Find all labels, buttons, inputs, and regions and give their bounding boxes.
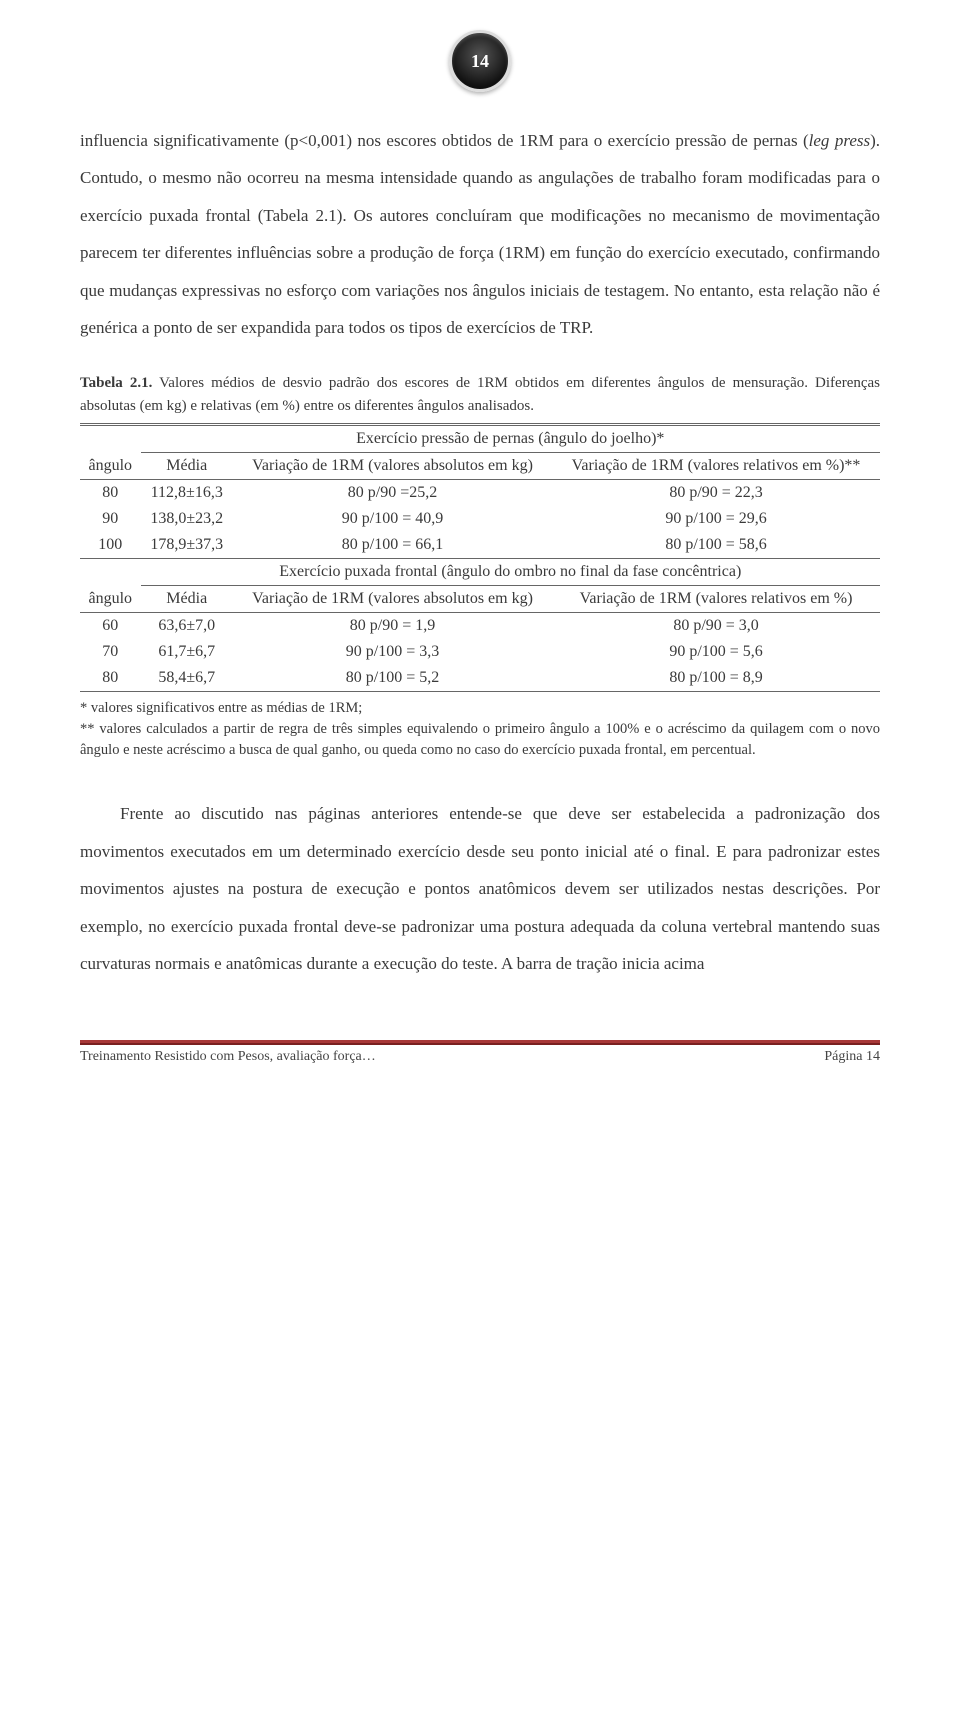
table-row: 80 112,8±16,3 80 p/90 =25,2 80 p/90 = 22…	[80, 480, 880, 507]
cell: 90 p/100 = 3,3	[233, 639, 552, 665]
cell: 138,0±23,2	[141, 506, 233, 532]
table-caption: Tabela 2.1. Valores médios de desvio pad…	[80, 372, 880, 417]
para1-italic: leg press	[809, 131, 870, 150]
cell: 58,4±6,7	[141, 665, 233, 692]
t2-h-media: Média	[141, 586, 233, 613]
table-row: 70 61,7±6,7 90 p/100 = 3,3 90 p/100 = 5,…	[80, 639, 880, 665]
table2-section-title: Exercício puxada frontal (ângulo do ombr…	[141, 559, 880, 586]
cell: 63,6±7,0	[141, 613, 233, 640]
caption-bold: Tabela 2.1.	[80, 375, 152, 391]
cell: 80 p/100 = 66,1	[233, 532, 552, 559]
cell: 90	[80, 506, 141, 532]
para1-a: influencia significativamente (p<0,001) …	[80, 131, 809, 150]
table1-section-title: Exercício pressão de pernas (ângulo do j…	[141, 425, 880, 453]
table-row: 60 63,6±7,0 80 p/90 = 1,9 80 p/90 = 3,0	[80, 613, 880, 640]
cell: 90 p/100 = 29,6	[552, 506, 880, 532]
cell: 90 p/100 = 40,9	[233, 506, 552, 532]
footnote-1: * valores significativos entre as médias…	[80, 698, 880, 719]
t1-h-angulo: ângulo	[80, 453, 141, 480]
cell: 90 p/100 = 5,6	[552, 639, 880, 665]
footer-left: Treinamento Resistido com Pesos, avaliaç…	[80, 1049, 376, 1065]
cell: 112,8±16,3	[141, 480, 233, 507]
cell: 178,9±37,3	[141, 532, 233, 559]
table-row: 100 178,9±37,3 80 p/100 = 66,1 80 p/100 …	[80, 532, 880, 559]
footer-right: Página 14	[824, 1049, 880, 1065]
t2-h-abs: Variação de 1RM (valores absolutos em kg…	[233, 586, 552, 613]
cell: 60	[80, 613, 141, 640]
paragraph-2: Frente ao discutido nas páginas anterior…	[80, 795, 880, 982]
footnote-2: ** valores calculados a partir de regra …	[80, 719, 880, 761]
page-number-badge: 14	[449, 30, 511, 92]
cell: 80 p/100 = 8,9	[552, 665, 880, 692]
para1-b: ). Contudo, o mesmo não ocorreu na mesma…	[80, 131, 880, 337]
t2-h-angulo: ângulo	[80, 586, 141, 613]
cell: 80 p/90 = 22,3	[552, 480, 880, 507]
cell: 80 p/100 = 5,2	[233, 665, 552, 692]
cell: 80 p/90 =25,2	[233, 480, 552, 507]
table-row: 80 58,4±6,7 80 p/100 = 5,2 80 p/100 = 8,…	[80, 665, 880, 692]
cell: 100	[80, 532, 141, 559]
footnotes: * valores significativos entre as médias…	[80, 698, 880, 761]
t2-h-rel: Variação de 1RM (valores relativos em %)	[552, 586, 880, 613]
badge-number: 14	[471, 51, 489, 72]
t1-h-rel: Variação de 1RM (valores relativos em %)…	[552, 453, 880, 480]
cell: 80 p/100 = 58,6	[552, 532, 880, 559]
cell: 80	[80, 665, 141, 692]
cell: 80 p/90 = 3,0	[552, 613, 880, 640]
data-table: Exercício pressão de pernas (ângulo do j…	[80, 423, 880, 692]
caption-rest: Valores médios de desvio padrão dos esco…	[80, 375, 880, 414]
table-row: 90 138,0±23,2 90 p/100 = 40,9 90 p/100 =…	[80, 506, 880, 532]
cell: 61,7±6,7	[141, 639, 233, 665]
cell: 70	[80, 639, 141, 665]
page-footer: Treinamento Resistido com Pesos, avaliaç…	[80, 1043, 880, 1065]
cell: 80	[80, 480, 141, 507]
t1-h-media: Média	[141, 453, 233, 480]
t1-h-abs: Variação de 1RM (valores absolutos em kg…	[233, 453, 552, 480]
paragraph-1: influencia significativamente (p<0,001) …	[80, 122, 880, 346]
cell: 80 p/90 = 1,9	[233, 613, 552, 640]
page-badge-container: 14	[80, 30, 880, 92]
